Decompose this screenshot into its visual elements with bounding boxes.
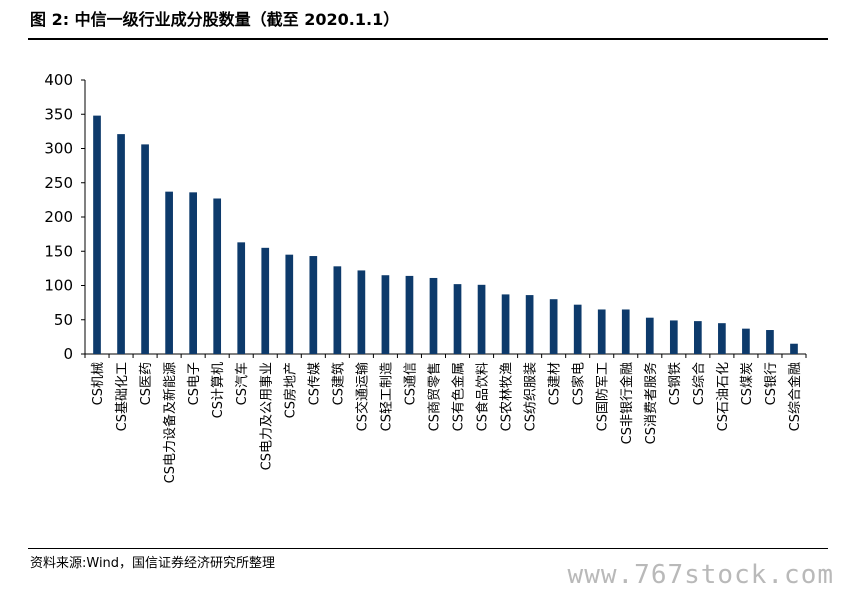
bar [766,330,774,354]
source-rule [28,548,828,549]
bar [549,299,558,354]
bar [694,321,702,354]
x-tick-label: CS综合 [692,362,707,405]
bar [237,242,246,354]
x-tick-label: CS轻工制造 [379,362,394,431]
bar [477,284,486,354]
x-tick-label: CS电力设备及新能源 [162,362,178,483]
bar [453,284,462,354]
x-tick-label: CS电子 [187,362,202,405]
source-note: 资料来源:Wind，国信证券经济研究所整理 [30,556,276,571]
x-tick-label: CS计算机 [211,362,226,418]
x-tick-label: CS传媒 [307,362,322,405]
y-tick-label: 150 [44,242,73,260]
x-tick-label: CS煤炭 [740,362,755,405]
x-tick-label: CS食品饮料 [475,362,491,431]
y-tick-label: 250 [44,174,73,192]
y-tick-label: 200 [44,208,73,226]
bar [141,144,149,354]
bar [261,247,270,354]
bar [742,328,750,354]
bar [525,295,534,354]
bar [165,191,173,354]
bar [333,266,342,354]
x-tick-label: CS有色金属 [451,362,467,431]
x-tick-label: CS纺织服装 [524,362,539,431]
x-tick-label: CS钢铁 [668,362,683,405]
title-rule [28,38,828,40]
x-tick-label: CS建材 [548,362,563,405]
y-tick-label: 350 [44,105,73,123]
x-tick-label: CS基础化工 [115,362,130,431]
x-tick-label: CS综合金融 [787,362,803,431]
x-tick-label: CS通信 [403,362,418,405]
bar [573,304,582,354]
bar [357,270,366,354]
bar [381,275,390,354]
bar [117,134,125,354]
bar [405,275,414,354]
bar [718,323,726,354]
x-tick-label: CS银行 [764,362,779,405]
x-tick-label: CS商贸零售 [426,362,442,431]
x-tick-label: CS汽车 [234,362,250,405]
watermark: www.767stock.com [567,560,834,590]
x-tick-label: CS电力及公用事业 [259,362,274,470]
bar [285,254,294,354]
x-tick-label: CS建筑 [330,362,346,405]
bar [189,192,197,354]
y-tick-label: 100 [44,277,73,295]
x-tick-label: CS医药 [139,362,154,405]
x-tick-label: CS交通运输 [354,362,370,431]
x-tick-label: CS房地产 [282,362,298,418]
bar [213,198,222,354]
x-tick-label: CS国防军工 [595,362,611,431]
bar [93,115,101,355]
bar [669,320,678,354]
bar [597,309,606,354]
x-tick-label: CS家电 [571,362,587,405]
y-tick-label: 50 [54,311,73,329]
y-tick-label: 0 [63,345,73,363]
x-tick-label: CS石油石化 [716,362,731,431]
bar [621,309,630,354]
bar [309,256,318,354]
y-tick-label: 300 [44,140,73,158]
bar [645,317,654,354]
x-tick-label: CS农林牧渔 [500,362,515,431]
bar [790,343,798,354]
figure-title: 图 2: 中信一级行业成分股数量（截至 2020.1.1） [30,10,400,29]
x-tick-label: CS机械 [91,362,106,405]
bar-chart: 0 50 100 150 200 250 300 350 400 CS机械 CS基础化工 CS医药 CS… [44,71,807,483]
bar [501,294,510,354]
x-tick-label: CS非银行金融 [619,362,635,444]
x-tick-label: CS消费者服务 [643,362,659,444]
y-tick-label: 400 [44,71,73,89]
bar [429,277,438,354]
